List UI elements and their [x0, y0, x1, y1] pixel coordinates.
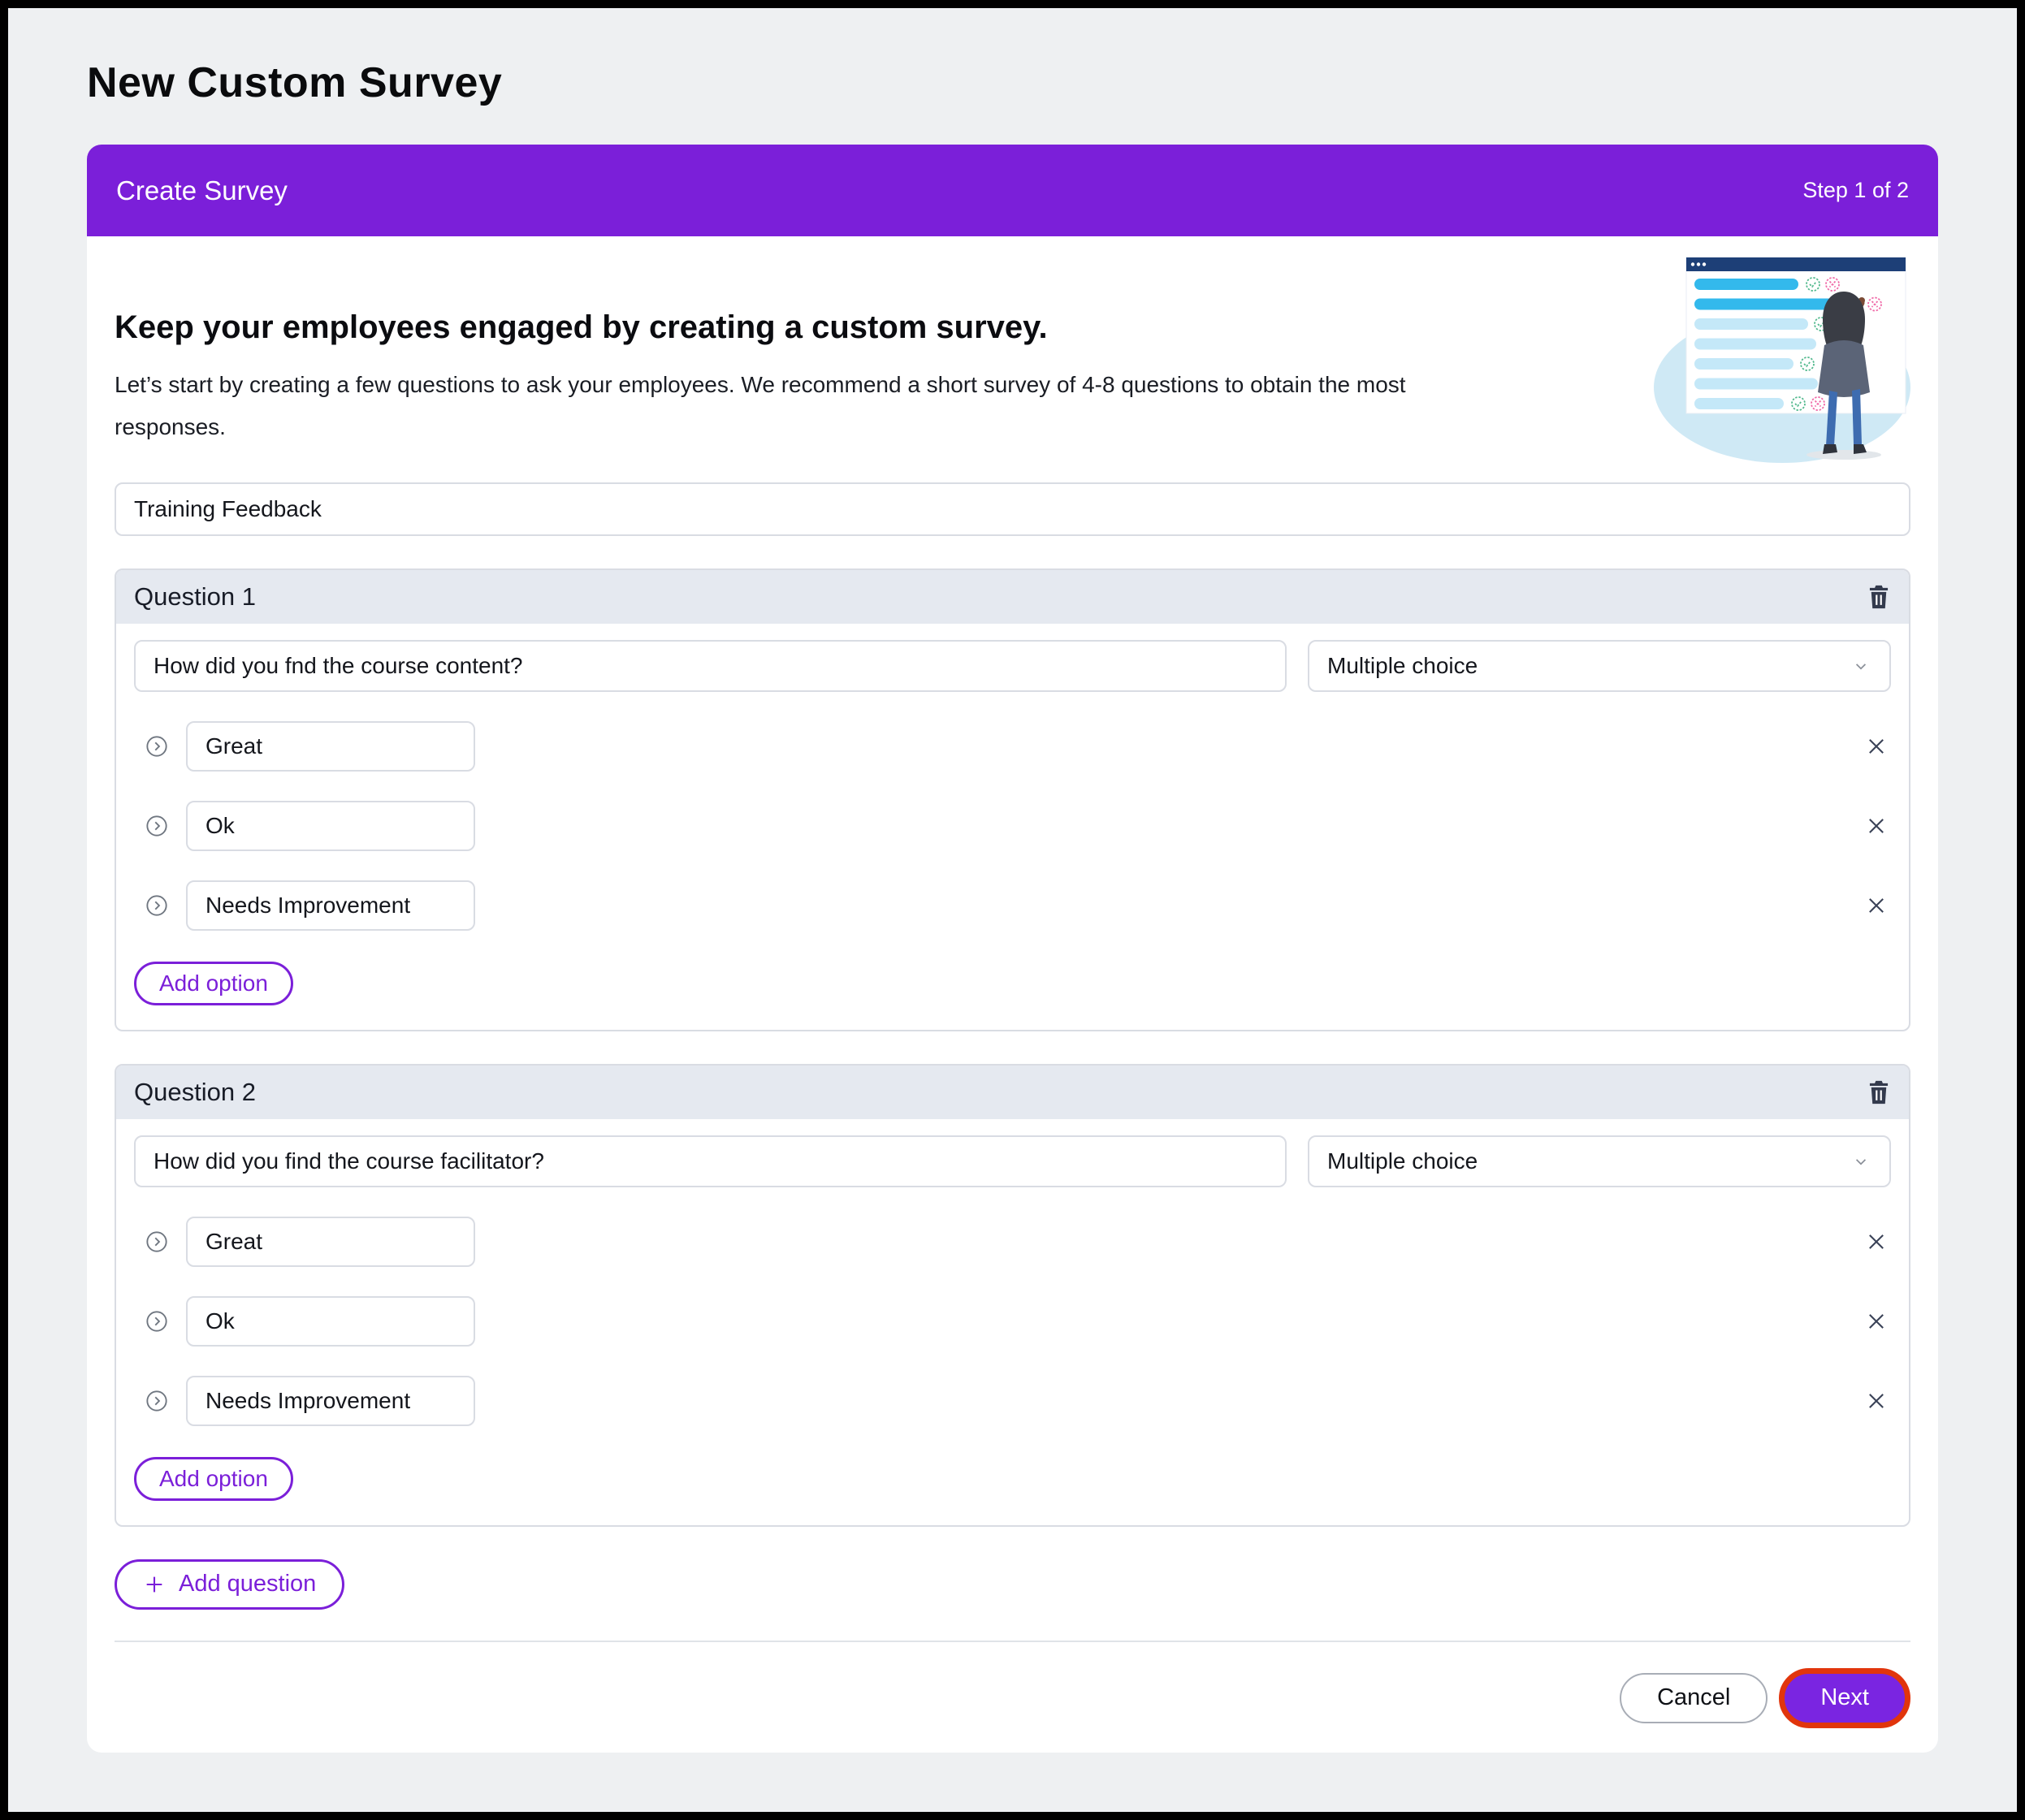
- panel-body: Keep your employees engaged by creating …: [87, 236, 1938, 1753]
- survey-bars: [1694, 279, 1841, 409]
- add-question-label: Add question: [179, 1571, 317, 1597]
- page-background: New Custom Survey Create Survey Step 1 o…: [8, 8, 2017, 1812]
- trash-icon: [1869, 585, 1889, 608]
- close-icon: [1869, 1393, 1884, 1408]
- plus-icon: [146, 1576, 162, 1592]
- question-card-1: Question 1 Multiple choice: [115, 568, 1910, 1031]
- option-input[interactable]: [186, 880, 475, 931]
- close-icon: [1869, 1313, 1884, 1329]
- chevron-down-icon: [1855, 1158, 1867, 1165]
- panel-header: Create Survey Step 1 of 2: [87, 145, 1938, 236]
- intro-body: Let’s start by creating a few questions …: [115, 372, 1406, 439]
- chevron-down-icon: [1855, 663, 1867, 670]
- option-input[interactable]: [186, 1216, 475, 1267]
- next-button[interactable]: Next: [1779, 1667, 1910, 1728]
- option-input[interactable]: [186, 1375, 475, 1426]
- trash-icon: [1869, 1080, 1889, 1104]
- footer-divider: [115, 1640, 1910, 1642]
- step-indicator: Step 1 of 2: [1802, 178, 1909, 202]
- question-1-type-value: Multiple choice: [1327, 652, 1478, 678]
- question-1-text-input[interactable]: [134, 639, 1287, 692]
- option-input[interactable]: [186, 1295, 475, 1347]
- remove-option-button[interactable]: [1865, 735, 1888, 758]
- question-2-type-value: Multiple choice: [1327, 1148, 1478, 1174]
- remove-option-button[interactable]: [1865, 894, 1888, 917]
- option-input[interactable]: [186, 800, 475, 851]
- close-icon: [1869, 818, 1884, 833]
- add-option-button[interactable]: Add option: [134, 1456, 293, 1501]
- question-1-header: Question 1: [116, 569, 1909, 624]
- panel-title: Create Survey: [116, 175, 288, 205]
- question-2-body: Multiple choice: [116, 1119, 1909, 1525]
- option-row: [134, 880, 1891, 931]
- close-icon: [1869, 738, 1884, 754]
- option-handle-icon[interactable]: [145, 1230, 168, 1253]
- delete-question-1-button[interactable]: [1867, 584, 1891, 610]
- option-row: [134, 800, 1891, 851]
- close-icon: [1869, 897, 1884, 913]
- survey-title-input[interactable]: [115, 482, 1910, 536]
- cancel-button[interactable]: Cancel: [1620, 1672, 1768, 1723]
- intro-heading: Keep your employees engaged by creating …: [115, 309, 1048, 345]
- question-1-label: Question 1: [134, 581, 256, 611]
- option-handle-icon[interactable]: [145, 1390, 168, 1412]
- question-1-type-select[interactable]: Multiple choice: [1308, 639, 1891, 692]
- option-row: [134, 1295, 1891, 1347]
- question-2-label: Question 2: [134, 1077, 256, 1106]
- option-row: [134, 1375, 1891, 1426]
- question-1-body: Multiple choice: [116, 624, 1909, 1030]
- person-figure: [1806, 292, 1881, 460]
- option-handle-icon[interactable]: [145, 1310, 168, 1333]
- option-handle-icon[interactable]: [145, 735, 168, 758]
- delete-question-2-button[interactable]: [1867, 1079, 1891, 1105]
- footer-actions: Cancel Next: [115, 1667, 1910, 1728]
- add-option-button[interactable]: Add option: [134, 961, 293, 1005]
- remove-option-button[interactable]: [1865, 1390, 1888, 1412]
- question-2-header: Question 2: [116, 1065, 1909, 1119]
- remove-option-button[interactable]: [1865, 815, 1888, 837]
- question-2-text-input[interactable]: [134, 1135, 1287, 1187]
- question-2-type-select[interactable]: Multiple choice: [1308, 1135, 1891, 1187]
- option-handle-icon[interactable]: [145, 815, 168, 837]
- page-title: New Custom Survey: [87, 59, 503, 106]
- option-input[interactable]: [186, 720, 475, 772]
- question-card-2: Question 2 Multiple choice: [115, 1063, 1910, 1527]
- option-row: [134, 720, 1891, 772]
- option-row: [134, 1216, 1891, 1267]
- survey-checklist-illustration: [1654, 257, 1910, 463]
- option-handle-icon[interactable]: [145, 894, 168, 917]
- remove-option-button[interactable]: [1865, 1230, 1888, 1253]
- remove-option-button[interactable]: [1865, 1310, 1888, 1333]
- add-question-button[interactable]: Add question: [115, 1558, 345, 1610]
- close-icon: [1869, 1234, 1884, 1249]
